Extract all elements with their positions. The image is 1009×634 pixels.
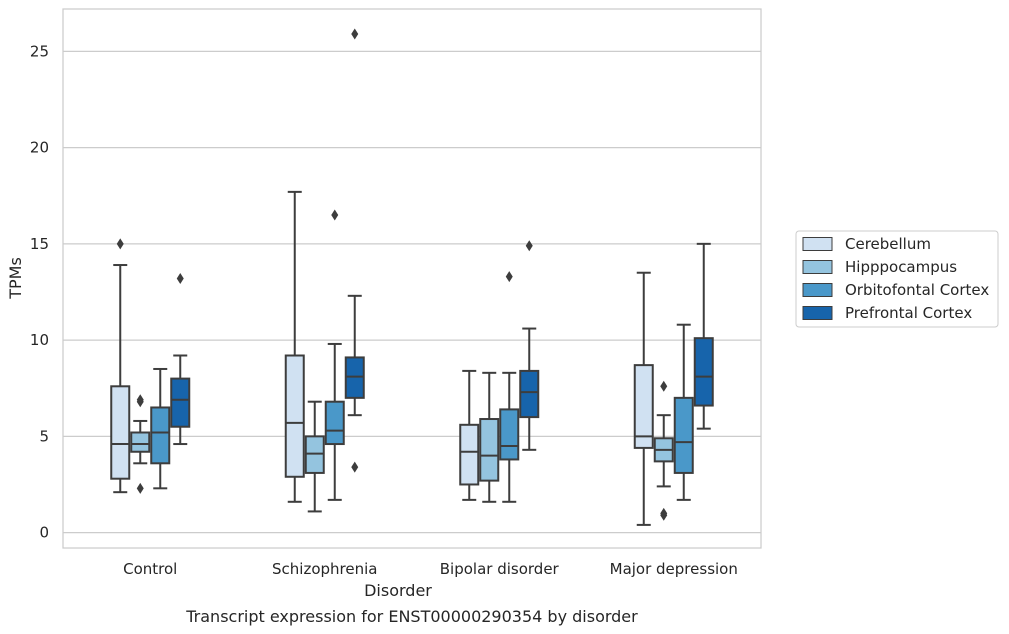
outlier-point	[136, 394, 144, 406]
box-3-0	[170, 273, 191, 446]
outlier-point	[505, 271, 513, 283]
legend-label: Prefrontal Cortex	[845, 304, 972, 322]
y-tick-label: 10	[30, 331, 49, 349]
chart-caption: Transcript expression for ENST0000029035…	[185, 607, 638, 626]
outlier-point	[331, 209, 339, 221]
box-0-2	[459, 369, 480, 501]
box-series	[110, 28, 714, 526]
x-tick-label: Major depression	[610, 560, 738, 578]
box-iqr	[633, 364, 654, 449]
legend-swatch	[802, 237, 833, 251]
outlier-point	[660, 380, 668, 392]
box-iqr	[324, 400, 345, 446]
box-0-0	[110, 238, 131, 494]
plot-area-frame	[62, 8, 762, 549]
legend-frame	[795, 230, 999, 328]
box-0-1	[284, 190, 305, 503]
box-3-1	[344, 28, 365, 473]
outlier-point	[136, 482, 144, 494]
y-tick-label: 15	[30, 235, 49, 253]
box-iqr	[130, 431, 151, 453]
legend-swatch	[802, 283, 833, 297]
outlier-point	[176, 273, 184, 284]
outlier-point	[525, 240, 533, 252]
box-iqr	[459, 423, 480, 486]
x-axis-label: Disorder	[364, 581, 432, 600]
box-iqr	[150, 406, 171, 465]
legend-label: Orbitofontal Cortex	[845, 281, 989, 299]
x-tick-labels: Control Schizophrenia Bipolar disorder Majo…	[123, 560, 738, 578]
outlier-point	[351, 461, 359, 473]
box-iqr	[519, 369, 540, 419]
box-1-0	[130, 394, 151, 494]
box-0-3	[633, 271, 654, 526]
y-tick-label: 20	[30, 139, 49, 157]
legend-label: Hipppocampus	[845, 258, 957, 276]
box-2-1	[324, 209, 345, 501]
legend-swatch	[802, 260, 833, 274]
box-iqr	[170, 377, 191, 428]
box-iqr	[499, 408, 520, 461]
box-2-2	[499, 271, 520, 503]
y-tick-label: 5	[39, 427, 49, 445]
box-2-3	[673, 323, 694, 501]
y-axis-label: TPMs	[6, 257, 25, 300]
box-3-2	[519, 240, 540, 451]
x-tick-label: Schizophrenia	[272, 560, 377, 578]
box-1-3	[653, 380, 674, 521]
outlier-point	[116, 238, 124, 250]
outlier-point	[351, 28, 359, 40]
y-tick-label: 25	[30, 42, 49, 60]
box-iqr	[673, 396, 694, 474]
box-1-2	[479, 371, 500, 503]
box-iqr	[693, 337, 714, 407]
box-1-1	[304, 400, 325, 513]
box-2-0	[150, 367, 171, 490]
x-tick-label: Bipolar disorder	[440, 560, 560, 578]
legend-swatch	[802, 306, 833, 320]
box-iqr	[284, 354, 305, 478]
y-tick-label: 0	[39, 524, 49, 542]
box-iqr	[110, 385, 131, 480]
box-3-3	[693, 242, 714, 430]
x-tick-label: Control	[123, 560, 177, 578]
y-tick-labels: 0 5 10 15 20 25	[30, 42, 49, 541]
box-iqr	[479, 418, 500, 482]
legend-label: Cerebellum	[845, 235, 931, 253]
outlier-point	[660, 507, 668, 519]
legend: Cerebellum Hipppocampus Orbitofontal Corte…	[795, 230, 999, 328]
